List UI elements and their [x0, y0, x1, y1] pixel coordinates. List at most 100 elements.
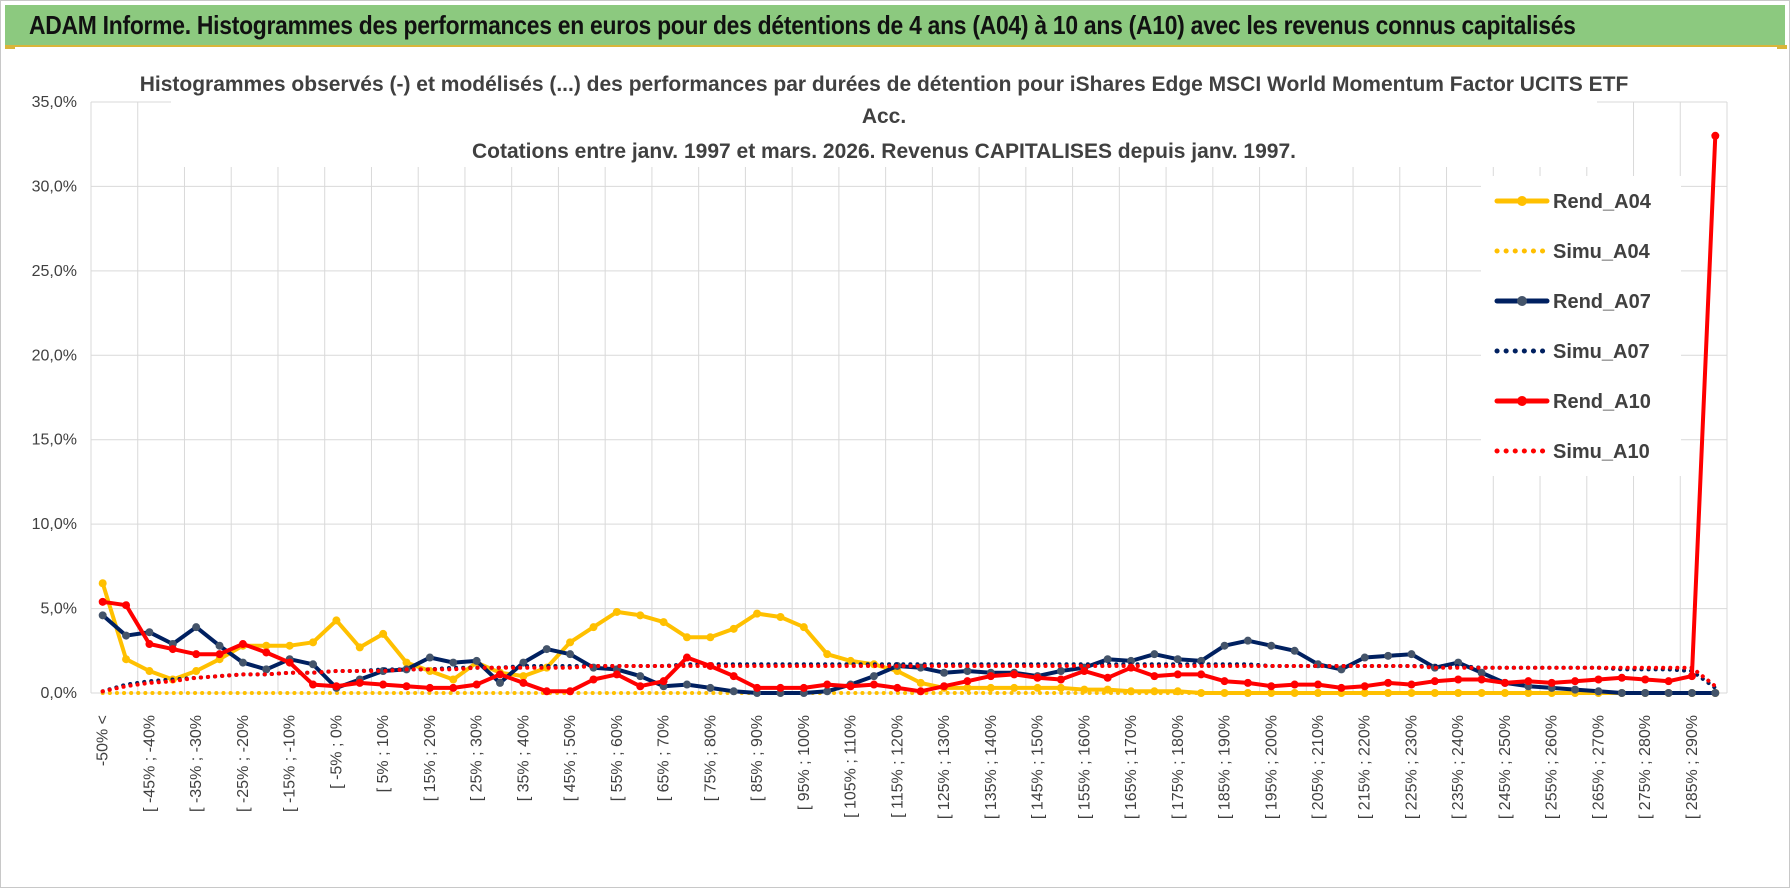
data-point [192, 650, 201, 659]
data-point [636, 611, 645, 620]
data-point [1290, 680, 1299, 689]
data-point [1594, 675, 1603, 684]
data-point [425, 653, 434, 662]
data-point [1617, 689, 1626, 697]
data-point [98, 579, 107, 588]
data-point [449, 683, 458, 692]
y-tick-label: 35,0% [32, 94, 77, 111]
data-point [869, 680, 878, 689]
x-tick-label: [ 105% ; 110% [843, 715, 860, 818]
legend-marker [1517, 296, 1527, 306]
x-tick-label: [ 35% ; 40% [515, 715, 532, 801]
data-point [449, 658, 458, 667]
data-point [1314, 680, 1322, 689]
corner-accent-right [1777, 45, 1787, 49]
data-point [355, 678, 364, 687]
x-tick-label: [ 135% ; 140% [983, 715, 1000, 819]
data-point [309, 660, 318, 669]
y-tick-label: 15,0% [32, 432, 77, 449]
data-point [1687, 689, 1696, 697]
data-point [1641, 689, 1650, 697]
data-point [729, 687, 738, 696]
data-point [379, 629, 388, 638]
x-tick-label: [ 245% ; 250% [1497, 715, 1514, 819]
data-point [986, 672, 995, 681]
data-point [1360, 682, 1369, 691]
x-tick-label: [ 255% ; 260% [1544, 715, 1561, 819]
data-point [799, 623, 808, 632]
data-point [262, 641, 271, 650]
series-line-rend_a04 [100, 581, 1718, 695]
data-point [309, 680, 318, 689]
report-title: ADAM Informe. Histogrammes des performan… [29, 10, 1576, 40]
data-point [1430, 677, 1439, 686]
data-point [449, 675, 458, 684]
x-tick-label: [ -5% ; 0% [328, 715, 345, 789]
y-tick-label: 25,0% [32, 263, 77, 280]
data-point [823, 680, 832, 689]
data-point [916, 687, 925, 696]
data-point [1080, 667, 1089, 676]
data-point [1103, 655, 1112, 664]
data-point [122, 631, 131, 640]
data-point [1173, 655, 1182, 664]
data-point [238, 640, 247, 649]
data-point [1571, 685, 1580, 694]
data-point [1477, 675, 1486, 684]
data-point [1500, 678, 1509, 687]
data-point [1033, 683, 1042, 692]
data-point [355, 643, 364, 652]
data-point [963, 683, 972, 692]
data-point [98, 611, 107, 620]
data-point [1243, 636, 1252, 645]
x-tick-label: [ 285% ; 290% [1684, 715, 1701, 819]
x-tick-label: [ 65% ; 70% [656, 715, 673, 801]
x-tick-label: [ 115% ; 120% [889, 715, 906, 818]
x-tick-label: [ 185% ; 190% [1217, 715, 1234, 819]
data-point [1384, 651, 1393, 660]
x-tick-label: [ 165% ; 170% [1123, 715, 1140, 819]
data-point [332, 682, 341, 691]
data-point [1010, 670, 1019, 679]
data-point [1687, 672, 1696, 681]
data-point [589, 623, 598, 632]
data-point [963, 677, 972, 686]
data-point [472, 656, 481, 665]
data-point [1010, 683, 1019, 692]
data-point [589, 675, 598, 684]
x-tick-label: [ 25% ; 30% [469, 715, 486, 801]
x-tick-label: -50% < [95, 715, 112, 766]
data-point [145, 667, 154, 676]
data-point [612, 670, 621, 679]
data-point [869, 672, 878, 681]
data-point [706, 683, 715, 692]
data-point [402, 682, 411, 691]
legend-label: Rend_A10 [1553, 391, 1651, 413]
data-point [963, 667, 972, 676]
grid-lines [90, 101, 1728, 694]
data-point [542, 645, 551, 654]
data-point [1243, 678, 1252, 687]
x-tick-label: [ 265% ; 270% [1590, 715, 1607, 819]
data-point [1267, 641, 1276, 650]
data-point [1641, 675, 1650, 684]
data-point [1056, 683, 1065, 692]
legend-label: Simu_A04 [1553, 241, 1651, 263]
x-tick-label: [ -35% ; -30% [188, 715, 205, 812]
data-point [1407, 680, 1416, 689]
data-point [122, 655, 131, 664]
data-point [566, 687, 575, 696]
legend-marker [1517, 396, 1527, 406]
data-point [1454, 675, 1463, 684]
data-point [566, 650, 575, 659]
x-tick-label: [ 175% ; 180% [1170, 715, 1187, 819]
data-point [799, 683, 808, 692]
x-tick-label: [ -45% ; -40% [141, 715, 158, 812]
data-point [332, 616, 341, 625]
series-line-simu_a10 [100, 664, 1718, 694]
x-tick-label: [ -15% ; -10% [282, 715, 299, 812]
data-point [145, 628, 154, 637]
data-point [285, 658, 294, 667]
x-tick-label: [ 235% ; 240% [1450, 715, 1467, 819]
data-point [776, 613, 785, 622]
